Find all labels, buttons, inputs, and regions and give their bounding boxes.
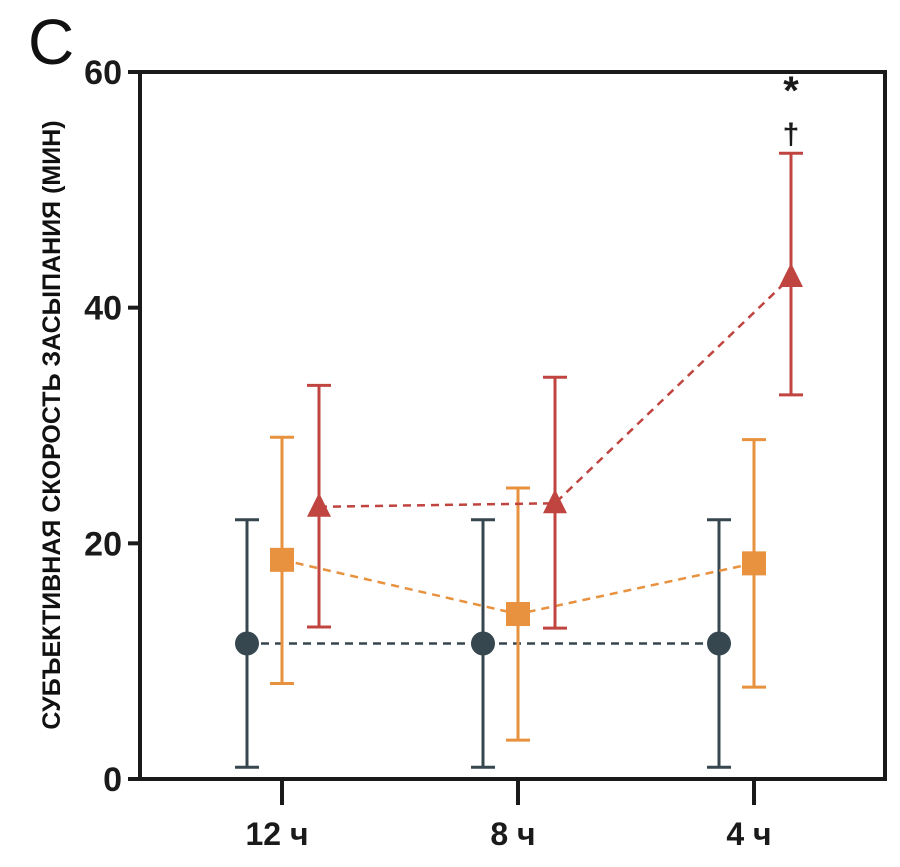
data-point [779, 263, 803, 288]
y-tick-label: 20 [84, 525, 122, 563]
data-point [235, 631, 259, 656]
data-point [307, 492, 331, 517]
series-1 [270, 435, 766, 742]
data-point [543, 489, 567, 514]
annotations: *† [783, 69, 800, 151]
y-ticks: 0 20 40 60 [84, 54, 140, 799]
y-axis-label: СУБЪЕКТИВНАЯ СКОРОСТЬ ЗАСЫПАНИЯ (МИН) [38, 120, 66, 729]
series-group [235, 151, 803, 769]
y-tick-label: 0 [103, 761, 122, 799]
x-tick-label: 4 ч [726, 816, 771, 852]
data-point [506, 602, 530, 627]
significance-marker: * [783, 69, 799, 113]
data-point [707, 631, 731, 656]
y-tick-label: 60 [84, 54, 122, 92]
x-ticks: 12 ч 8 ч 4 ч [245, 779, 772, 852]
plot-frame [138, 70, 887, 781]
series-line [318, 276, 792, 509]
series-2 [307, 151, 803, 630]
significance-marker: † [783, 118, 800, 151]
y-tick-label: 40 [84, 290, 122, 328]
data-point [742, 551, 766, 576]
panel-label: C [28, 6, 74, 78]
data-point [471, 631, 495, 656]
x-tick-label: 8 ч [490, 816, 535, 852]
series-0 [235, 518, 731, 769]
x-tick-label: 12 ч [245, 816, 308, 852]
data-point [270, 547, 294, 572]
